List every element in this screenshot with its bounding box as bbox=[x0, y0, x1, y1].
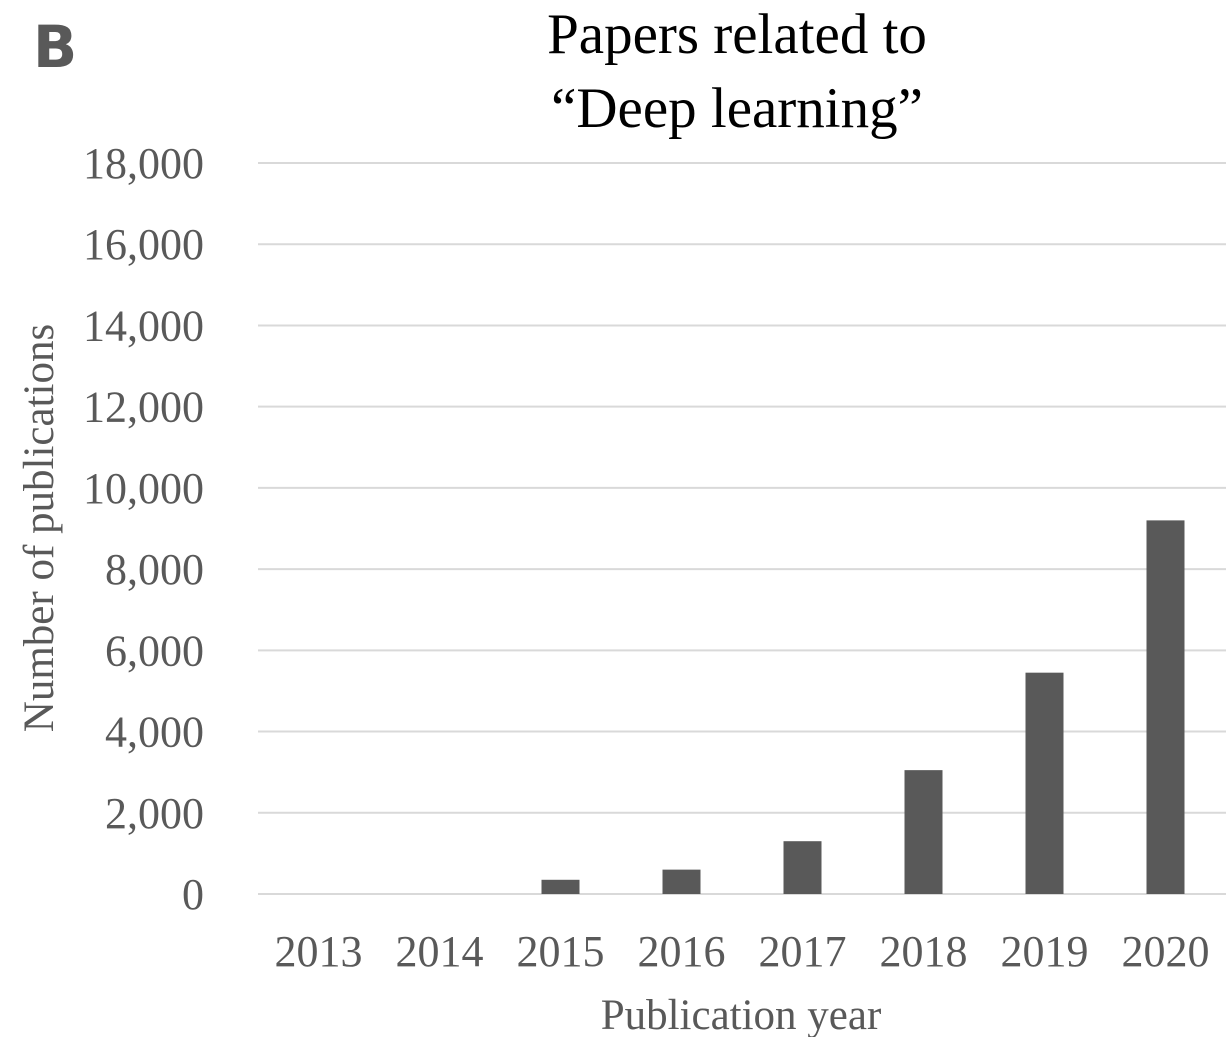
y-tick-label: 0 bbox=[182, 870, 204, 919]
x-tick-label: 2019 bbox=[1001, 927, 1089, 976]
y-axis-title: Number of publications bbox=[16, 324, 63, 732]
x-tick-label: 2018 bbox=[880, 927, 968, 976]
y-tick-label: 6,000 bbox=[105, 626, 204, 675]
x-tick-label: 2017 bbox=[759, 927, 847, 976]
bars bbox=[542, 520, 1185, 894]
x-tick-label: 2014 bbox=[396, 927, 484, 976]
x-tick-labels: 2013 2014 2015 2016 2017 2018 2019 2020 bbox=[275, 927, 1210, 976]
gridlines bbox=[258, 163, 1226, 894]
bar-2017 bbox=[784, 841, 822, 894]
bar-2019 bbox=[1026, 673, 1064, 894]
x-axis-title: Publication year bbox=[601, 992, 882, 1037]
chart-title-line-1: Papers related to bbox=[547, 3, 927, 66]
y-tick-label: 18,000 bbox=[83, 139, 204, 188]
chart-title-line-2: “Deep learning” bbox=[551, 77, 923, 140]
y-tick-label: 10,000 bbox=[83, 464, 204, 513]
y-tick-label: 14,000 bbox=[83, 301, 204, 350]
y-tick-label: 12,000 bbox=[83, 383, 204, 432]
y-tick-label: 2,000 bbox=[105, 789, 204, 838]
bar-2016 bbox=[663, 870, 701, 894]
bar-2018 bbox=[905, 770, 943, 894]
y-tick-label: 8,000 bbox=[105, 545, 204, 594]
x-tick-label: 2015 bbox=[517, 927, 605, 976]
y-tick-label: 4,000 bbox=[105, 708, 204, 757]
panel-label: B bbox=[33, 13, 77, 81]
y-tick-label: 16,000 bbox=[83, 220, 204, 269]
y-tick-labels: 0 2,000 4,000 6,000 8,000 10,000 12,000 14,000 1… bbox=[83, 139, 204, 919]
x-tick-label: 2020 bbox=[1122, 927, 1210, 976]
bar-2015 bbox=[542, 880, 580, 894]
x-tick-label: 2016 bbox=[638, 927, 726, 976]
x-tick-label: 2013 bbox=[275, 927, 363, 976]
bar-2020 bbox=[1147, 520, 1185, 894]
